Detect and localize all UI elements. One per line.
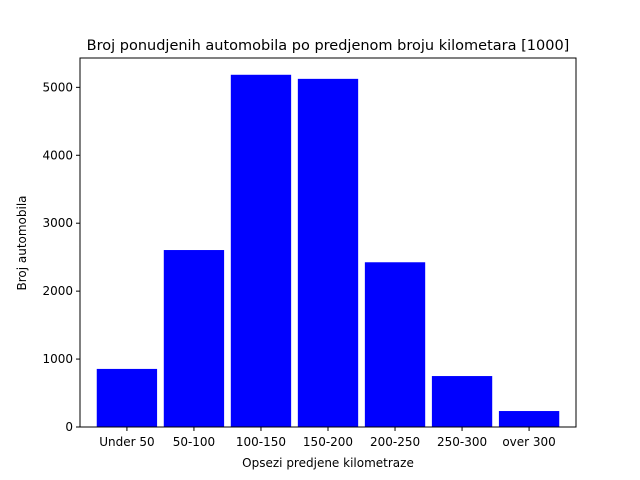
x-tick-label-3: 150-200 xyxy=(303,435,353,449)
bar-1 xyxy=(163,250,225,427)
x-tick-label-0: Under 50 xyxy=(99,435,154,449)
x-axis-label: Opsezi predjene kilometraze xyxy=(242,456,414,470)
y-tick-label-3: 3000 xyxy=(42,216,73,230)
bar-6 xyxy=(498,411,560,427)
x-tick-label-1: 50-100 xyxy=(173,435,216,449)
y-tick-label-0: 0 xyxy=(65,420,73,434)
bar-4 xyxy=(364,262,426,427)
x-tick-label-6: over 300 xyxy=(502,435,555,449)
y-axis-label: Broj automobila xyxy=(15,195,29,290)
x-tick-label-2: 100-150 xyxy=(236,435,286,449)
bar-2 xyxy=(230,74,292,427)
x-axis: Under 50 50-100 100-150 150-200 200-250 250-3… xyxy=(99,427,556,449)
y-tick-label-5: 5000 xyxy=(42,80,73,94)
x-tick-label-4: 200-250 xyxy=(370,435,420,449)
y-tick-label-1: 1000 xyxy=(42,352,73,366)
bars-group xyxy=(96,74,560,428)
x-tick-label-5: 250-300 xyxy=(437,435,487,449)
y-axis: 0 1000 2000 3000 4000 5000 xyxy=(42,80,80,434)
y-tick-label-4: 4000 xyxy=(42,148,73,162)
chart-title: Broj ponudjenih automobila po predjenom … xyxy=(87,38,570,54)
bar-3 xyxy=(297,78,359,428)
y-tick-label-2: 2000 xyxy=(42,284,73,298)
bar-0 xyxy=(96,368,158,427)
bar-5 xyxy=(431,376,493,427)
